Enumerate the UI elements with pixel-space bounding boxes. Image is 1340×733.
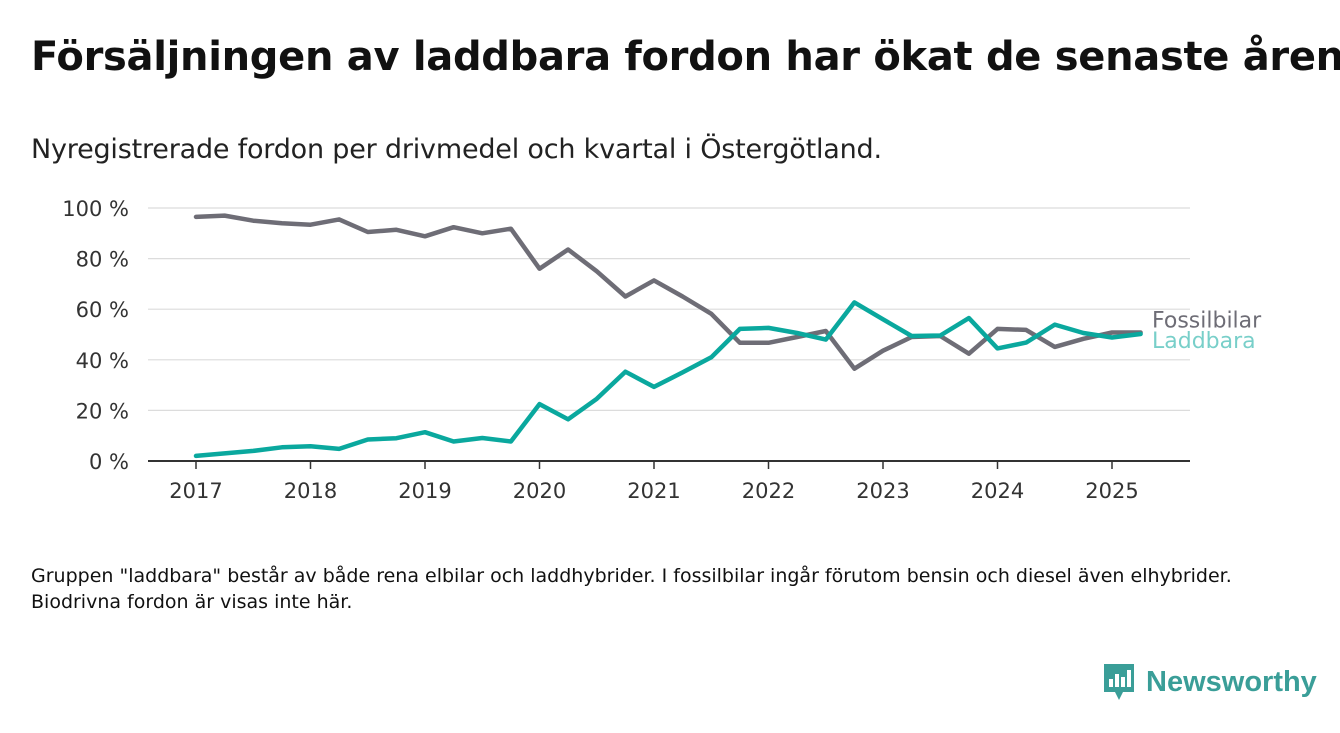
brand-name: Newsworthy <box>1146 665 1317 698</box>
newsworthy-logo-icon <box>1104 664 1134 700</box>
data-point <box>338 218 340 220</box>
data-point <box>853 368 855 370</box>
data-point <box>424 235 426 237</box>
data-point <box>281 446 283 448</box>
series-label-fossilbilar: Fossilbilar <box>1152 308 1262 333</box>
data-point <box>510 228 512 230</box>
y-tick-label: 60 % <box>76 298 129 322</box>
data-point <box>768 342 769 344</box>
x-tick-label: 2021 <box>627 479 680 503</box>
y-tick-label: 0 % <box>89 450 129 474</box>
x-tick-label: 2024 <box>971 479 1024 503</box>
y-tick-label: 40 % <box>76 349 129 373</box>
data-point <box>682 371 684 373</box>
data-point <box>252 450 254 452</box>
data-point <box>539 403 540 405</box>
data-point <box>195 455 197 457</box>
data-point <box>1082 332 1084 334</box>
data-point <box>796 332 798 334</box>
x-axis: 2017 2018 2019 2020 2021 2022 2023 2024 2025 <box>148 460 1190 503</box>
x-tick-label: 2019 <box>398 479 451 503</box>
data-point <box>882 318 884 320</box>
data-point <box>510 441 512 443</box>
data-point <box>481 437 483 439</box>
y-tick-label: 20 % <box>76 399 129 423</box>
data-point <box>424 431 426 433</box>
x-tick-label: 2020 <box>513 479 566 503</box>
data-point <box>338 448 340 450</box>
data-point <box>539 268 540 270</box>
data-point <box>968 317 970 319</box>
data-point <box>1111 331 1113 333</box>
data-point <box>968 353 970 355</box>
data-point <box>596 398 598 400</box>
data-point <box>710 313 712 315</box>
data-point <box>310 224 311 226</box>
data-point <box>1054 346 1056 348</box>
data-point <box>911 335 913 337</box>
data-point <box>768 327 769 329</box>
data-point <box>1111 337 1113 339</box>
data-point <box>453 441 455 443</box>
footnote: Gruppen "laddbara" består av både rena e… <box>31 565 1232 613</box>
series-lines <box>193 213 1143 459</box>
x-tick-label: 2017 <box>169 479 222 503</box>
data-point <box>224 452 226 454</box>
chart-subtitle: Nyregistrerade fordon per drivmedel och … <box>31 134 882 165</box>
data-point <box>710 356 712 358</box>
data-point <box>739 342 741 344</box>
data-point <box>653 386 655 388</box>
data-point <box>796 336 798 338</box>
y-tick-label: 100 % <box>62 197 129 221</box>
gridlines <box>148 207 1190 411</box>
data-point <box>395 437 397 439</box>
x-tick-label: 2023 <box>856 479 909 503</box>
y-axis-tick-labels: 0 % 20 % 40 % 60 % 80 % 100 % <box>62 197 129 474</box>
x-tick-label: 2022 <box>742 479 795 503</box>
data-point <box>567 248 569 250</box>
data-point <box>1082 338 1084 340</box>
data-point <box>997 347 998 349</box>
data-point <box>825 330 827 332</box>
data-point <box>653 279 655 281</box>
data-point <box>853 301 855 303</box>
data-point <box>224 215 226 217</box>
x-tick-label: 2025 <box>1085 479 1138 503</box>
data-point <box>682 296 684 298</box>
data-point <box>939 335 941 337</box>
data-point <box>395 229 397 231</box>
series-line-laddbara <box>193 300 1143 459</box>
data-point <box>1140 333 1142 335</box>
data-point <box>1025 329 1027 331</box>
data-point <box>1025 342 1027 344</box>
series-line-fossilbilar <box>193 213 1143 371</box>
data-point <box>252 220 254 222</box>
data-point <box>882 350 884 352</box>
data-point <box>281 222 283 224</box>
data-point <box>624 371 626 373</box>
data-point <box>1054 324 1056 326</box>
x-tick-label: 2018 <box>284 479 337 503</box>
series-label-laddbara: Laddbara <box>1152 329 1256 354</box>
y-tick-label: 80 % <box>76 248 129 272</box>
data-point <box>997 328 998 330</box>
data-point <box>567 418 569 420</box>
data-point <box>195 216 197 218</box>
data-point <box>453 226 455 228</box>
data-point <box>825 339 827 341</box>
data-point <box>367 438 369 440</box>
data-point <box>367 231 369 233</box>
data-point <box>739 328 741 330</box>
newsworthy-logo[interactable]: Newsworthy <box>1102 662 1317 702</box>
data-point <box>624 296 626 298</box>
data-point <box>596 270 598 272</box>
chart-title: Försäljningen av laddbara fordon har öka… <box>31 34 1340 80</box>
data-point <box>310 445 311 447</box>
data-point <box>481 232 483 234</box>
